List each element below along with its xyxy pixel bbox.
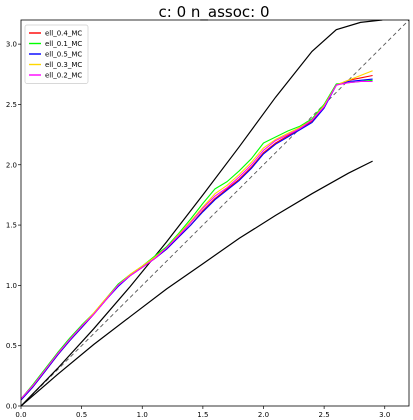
x-tick-label: 0.0 — [15, 411, 26, 419]
reference-line-lower-bound — [21, 160, 373, 406]
series-line-ell_0.5_MC — [21, 78, 373, 401]
y-tick-label: 0.5 — [6, 342, 17, 350]
legend: ell_0.4_MC ell_0.1_MC ell_0.5_MC ell_0.3_MC… — [24, 24, 89, 84]
y-tick-label: 1.5 — [6, 222, 17, 230]
y-tick-label: 1.0 — [6, 282, 17, 290]
x-tick-label: 1.0 — [137, 411, 148, 419]
y-tick-label: 2.5 — [6, 101, 17, 109]
y-tick-label: 3.0 — [6, 41, 17, 49]
reference-line-identity — [21, 20, 409, 406]
legend-frame — [24, 24, 89, 84]
legend-label-ell_0.1_MC: ell_0.1_MC — [45, 40, 82, 48]
series-line-ell_0.2_MC — [21, 80, 373, 400]
legend-label-ell_0.2_MC: ell_0.2_MC — [45, 72, 82, 80]
y-tick-label: 0.0 — [6, 403, 17, 411]
reference-line-upper-bound — [21, 20, 383, 406]
legend-label-ell_0.5_MC: ell_0.5_MC — [45, 51, 82, 59]
series-line-ell_0.1_MC — [21, 79, 373, 400]
x-tick-label: 2.5 — [319, 411, 330, 419]
legend-label-ell_0.4_MC: ell_0.4_MC — [45, 30, 82, 38]
x-tick-label: 0.5 — [76, 411, 87, 419]
plot-frame — [20, 19, 410, 407]
legend-label-ell_0.3_MC: ell_0.3_MC — [45, 61, 82, 69]
chart-title: c: 0 n_assoc: 0 — [159, 3, 270, 22]
x-tick-label: 2.0 — [258, 411, 269, 419]
series-line-ell_0.3_MC — [21, 70, 373, 400]
x-tick-label: 3.0 — [379, 411, 390, 419]
y-tick-label: 2.0 — [6, 161, 17, 169]
x-tick-label: 1.5 — [197, 411, 208, 419]
axes: 0.0 0.5 1.0 1.5 2.0 2.5 3.0 0.0 0.5 1.0 1.5 2.0 2.5 3… — [6, 19, 410, 419]
plot-area — [21, 20, 409, 406]
